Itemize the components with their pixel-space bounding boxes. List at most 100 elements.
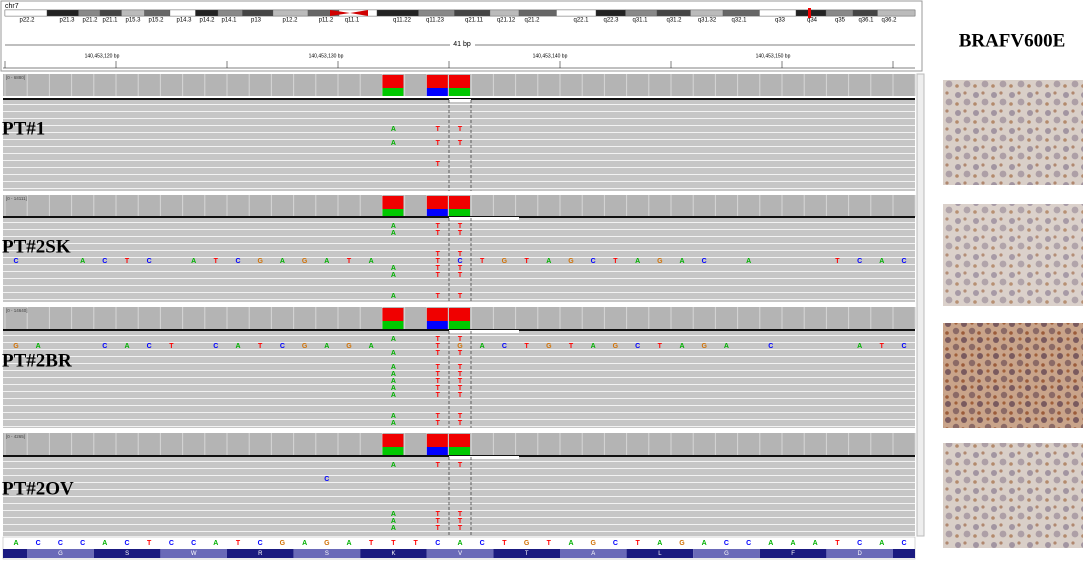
sample-label: PT#2SK bbox=[2, 236, 71, 257]
reference-base: A bbox=[302, 540, 307, 547]
mismatch-base: C bbox=[13, 258, 18, 265]
reference-base: G bbox=[324, 540, 330, 547]
mismatch-base: T bbox=[458, 140, 463, 147]
allele-bar bbox=[449, 75, 470, 88]
reference-base: A bbox=[790, 540, 795, 547]
mismatch-base: T bbox=[613, 258, 618, 265]
cytoband bbox=[518, 9, 557, 17]
codon bbox=[493, 549, 560, 558]
mismatch-base: A bbox=[36, 343, 41, 350]
mismatch-base: T bbox=[436, 511, 441, 518]
allele-bar bbox=[449, 434, 470, 447]
reference-base: T bbox=[502, 540, 507, 547]
cytoband bbox=[656, 9, 691, 17]
mismatch-base: A bbox=[746, 258, 751, 265]
mismatch-base: A bbox=[280, 258, 285, 265]
cytoband-label: q31.1 bbox=[632, 18, 648, 24]
mismatch-base: T bbox=[436, 272, 441, 279]
cytoband bbox=[46, 9, 79, 17]
reference-base: C bbox=[169, 540, 174, 547]
amino-acid: D bbox=[858, 551, 863, 557]
reference-base: C bbox=[36, 540, 41, 547]
mismatch-base: A bbox=[235, 343, 240, 350]
mismatch-base: C bbox=[457, 258, 462, 265]
cytoband-label: p14.2 bbox=[199, 18, 215, 24]
mismatch-base: T bbox=[524, 258, 529, 265]
reference-base: C bbox=[258, 540, 263, 547]
cytoband bbox=[376, 9, 419, 17]
reference-base: A bbox=[13, 540, 18, 547]
codon bbox=[3, 549, 28, 558]
codon bbox=[560, 549, 627, 558]
cytoband-label: q36.1 bbox=[858, 18, 874, 24]
amino-acid: F bbox=[791, 551, 795, 557]
mismatch-base: T bbox=[436, 223, 441, 230]
reference-base: T bbox=[413, 540, 418, 547]
cytoband bbox=[121, 9, 145, 17]
reference-base: C bbox=[124, 540, 129, 547]
reference-base: G bbox=[280, 540, 286, 547]
reference-base: T bbox=[835, 540, 840, 547]
mismatch-base: C bbox=[901, 258, 906, 265]
mismatch-base: T bbox=[169, 343, 174, 350]
mismatch-base: A bbox=[391, 392, 396, 399]
selection-gap bbox=[449, 456, 519, 459]
cytoband bbox=[759, 9, 797, 17]
reference-base: A bbox=[102, 540, 107, 547]
mismatch-base: A bbox=[879, 258, 884, 265]
cytoband-label: q36.2 bbox=[881, 18, 897, 24]
mismatch-base: G bbox=[568, 258, 574, 265]
coverage-range: [0 - 14111] bbox=[6, 196, 27, 201]
cytoband bbox=[625, 9, 658, 17]
amino-acid: S bbox=[125, 551, 129, 557]
cytoband bbox=[877, 9, 916, 17]
locus-marker bbox=[808, 8, 811, 18]
mismatch-base: T bbox=[436, 518, 441, 525]
mismatch-base: G bbox=[302, 343, 308, 350]
reference-base: C bbox=[901, 540, 906, 547]
allele-bar bbox=[426, 321, 448, 329]
allele-bar bbox=[449, 209, 470, 217]
allele-bar bbox=[426, 308, 448, 321]
reference-base: C bbox=[746, 540, 751, 547]
mismatch-base: T bbox=[458, 511, 463, 518]
mismatch-base: A bbox=[391, 223, 396, 230]
mismatch-base: C bbox=[702, 258, 707, 265]
mismatch-base: T bbox=[458, 223, 463, 230]
mismatch-base: T bbox=[458, 336, 463, 343]
reference-base: G bbox=[679, 540, 685, 547]
cytoband bbox=[195, 9, 219, 17]
mismatch-base: T bbox=[436, 371, 441, 378]
mismatch-base: A bbox=[635, 258, 640, 265]
mismatch-base: T bbox=[436, 343, 441, 350]
mismatch-base: A bbox=[391, 518, 396, 525]
allele-bar bbox=[449, 321, 470, 329]
cytoband-label: p21.3 bbox=[59, 18, 75, 24]
scrollbar[interactable] bbox=[916, 73, 925, 537]
mismatch-base: G bbox=[613, 343, 619, 350]
amino-acid: S bbox=[325, 551, 329, 557]
cytoband-label: p12.2 bbox=[282, 18, 298, 24]
ihc-image bbox=[943, 204, 1083, 306]
mismatch-base: T bbox=[458, 364, 463, 371]
codon bbox=[160, 549, 227, 558]
mismatch-base: T bbox=[569, 343, 574, 350]
reference-base: T bbox=[236, 540, 241, 547]
mismatch-base: A bbox=[391, 265, 396, 272]
cytoband bbox=[272, 9, 309, 17]
allele-bar bbox=[382, 434, 404, 447]
mismatch-base: T bbox=[524, 343, 529, 350]
amino-acid: G bbox=[58, 551, 63, 557]
mismatch-base: T bbox=[436, 251, 441, 258]
mismatch-base: A bbox=[191, 258, 196, 265]
cytoband-label: p13 bbox=[251, 18, 262, 24]
codon bbox=[293, 549, 361, 558]
mismatch-base: A bbox=[391, 336, 396, 343]
mismatch-base: T bbox=[436, 385, 441, 392]
mismatch-base: T bbox=[436, 350, 441, 357]
mismatch-base: T bbox=[458, 251, 463, 258]
ruler-position: 140,453,150 bp bbox=[756, 53, 791, 59]
selection-gap bbox=[449, 99, 471, 102]
cytoband bbox=[4, 9, 48, 17]
